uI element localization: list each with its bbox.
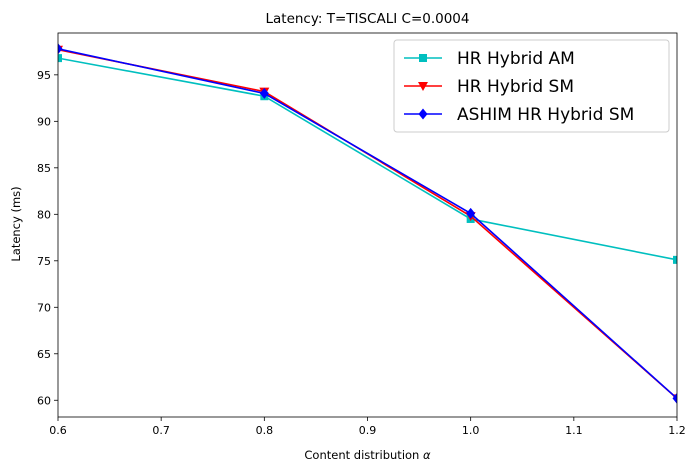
- x-tick-label: 0.6: [49, 424, 67, 437]
- x-tick-label: 0.8: [256, 424, 274, 437]
- y-tick-label: 90: [37, 115, 51, 128]
- series-line: [58, 48, 677, 399]
- x-axis-label: Content distribution α: [304, 448, 431, 462]
- diamond-marker: [466, 207, 476, 219]
- y-tick-label: 65: [37, 348, 51, 361]
- legend-label: ASHIM HR Hybrid SM: [457, 105, 634, 125]
- legend-item: HR Hybrid SM: [404, 77, 574, 97]
- square-marker: [673, 255, 677, 264]
- y-tick-label: 70: [37, 301, 51, 314]
- y-tick-label: 85: [37, 162, 51, 175]
- plot-area: 0.6 0.7 0.8 0.9 1.0 1.1 1.2 60 65 70 75 80 85 90 95 HR …: [37, 32, 686, 437]
- diamond-marker: [58, 43, 63, 55]
- y-tick-label: 60: [37, 394, 51, 407]
- legend-item: ASHIM HR Hybrid SM: [404, 105, 634, 125]
- legend: HR Hybrid AM HR Hybrid SM ASHIM HR Hybrid …: [393, 39, 670, 133]
- legend-label: HR Hybrid SM: [457, 77, 574, 97]
- y-tick-label: 80: [37, 208, 51, 221]
- square-marker: [419, 54, 427, 62]
- x-tick-label: 1.1: [565, 424, 583, 437]
- diamond-marker: [418, 108, 428, 120]
- diamond-marker: [672, 392, 677, 404]
- diamond-marker: [259, 87, 269, 99]
- x-axis-label-symbol: α: [423, 448, 431, 462]
- legend-label: HR Hybrid AM: [457, 49, 575, 69]
- x-tick-label: 1.0: [462, 424, 480, 437]
- plot-frame: [57, 32, 678, 418]
- triangle-marker: [418, 82, 428, 91]
- square-marker: [58, 54, 62, 63]
- x-tick-label: 1.2: [668, 424, 686, 437]
- legend-item: HR Hybrid AM: [404, 49, 575, 69]
- x-axis-label-text: Content distribution: [304, 448, 419, 462]
- x-tick-label: 0.9: [359, 424, 377, 437]
- series-3: [58, 43, 677, 404]
- y-tick-label: 95: [37, 69, 51, 82]
- series-line: [58, 57, 677, 261]
- chart-title: Latency: T=TISCALI C=0.0004: [265, 11, 469, 27]
- legend-box: [393, 39, 670, 133]
- x-tick-label: 0.7: [152, 424, 170, 437]
- y-axis-label: Latency (ms): [9, 186, 23, 261]
- y-tick-label: 75: [37, 255, 51, 268]
